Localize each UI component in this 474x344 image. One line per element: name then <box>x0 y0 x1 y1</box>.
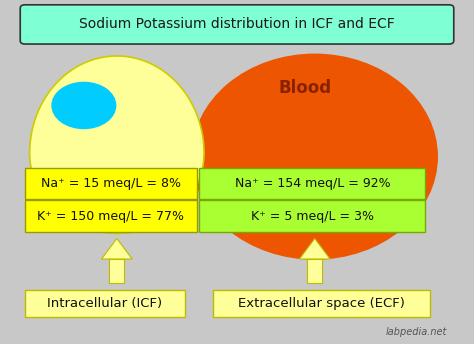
Text: Extracellular space (ECF): Extracellular space (ECF) <box>238 297 405 310</box>
Polygon shape <box>101 238 132 259</box>
FancyBboxPatch shape <box>25 168 197 199</box>
FancyBboxPatch shape <box>199 200 426 232</box>
FancyBboxPatch shape <box>25 290 185 317</box>
FancyBboxPatch shape <box>213 290 430 317</box>
FancyBboxPatch shape <box>20 5 454 44</box>
Text: K⁺ = 5 meq/L = 3%: K⁺ = 5 meq/L = 3% <box>251 209 374 223</box>
Text: K⁺ = 150 meq/L = 77%: K⁺ = 150 meq/L = 77% <box>37 209 184 223</box>
FancyBboxPatch shape <box>25 200 197 232</box>
Text: Sodium Potassium distribution in ICF and ECF: Sodium Potassium distribution in ICF and… <box>79 17 395 31</box>
Text: Blood: Blood <box>279 79 332 97</box>
FancyBboxPatch shape <box>199 168 426 199</box>
Ellipse shape <box>52 83 116 129</box>
FancyBboxPatch shape <box>307 259 322 283</box>
Text: Na⁺ = 15 meq/L = 8%: Na⁺ = 15 meq/L = 8% <box>41 177 181 190</box>
Text: Na⁺ = 154 meq/L = 92%: Na⁺ = 154 meq/L = 92% <box>235 177 390 190</box>
Polygon shape <box>300 238 330 259</box>
Text: Intracellular (ICF): Intracellular (ICF) <box>47 297 163 310</box>
Ellipse shape <box>192 54 438 259</box>
PathPatch shape <box>30 56 204 234</box>
Text: labpedia.net: labpedia.net <box>385 327 447 337</box>
FancyBboxPatch shape <box>109 259 124 283</box>
